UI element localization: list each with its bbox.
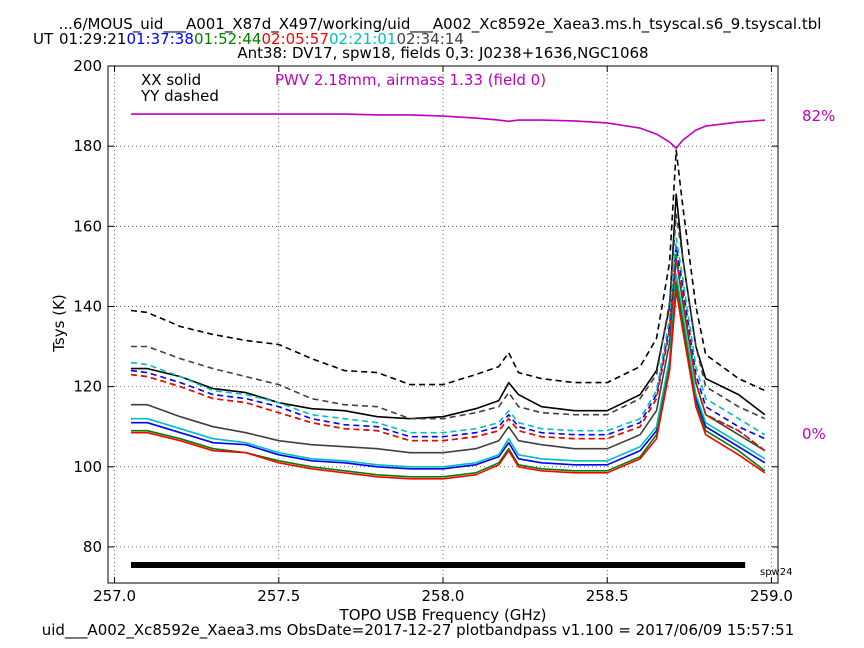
ut-time-0: 01:29:21: [59, 30, 126, 48]
series-line-2: [131, 257, 766, 454]
x-tick-label-0: 257.0: [93, 587, 136, 605]
y-axis-label: Tsys (K): [50, 294, 68, 353]
ut-time-3: 02:05:57: [262, 30, 329, 48]
ut-times: 01:29:21 01:37:38 01:52:44 02:05:57 02:21:01…: [59, 30, 464, 48]
pwv-bottom-label: 0%: [802, 425, 826, 443]
x-tick-label-1: 257.5: [257, 587, 300, 605]
x-tick-label-4: 259.0: [750, 587, 793, 605]
ut-time-2: 01:52:44: [194, 30, 261, 48]
y-tick-label-3: 140: [73, 297, 102, 315]
footer-text: uid___A002_Xc8592e_Xaea3.ms ObsDate=2017…: [42, 621, 795, 640]
y-tick-label-2: 120: [73, 378, 102, 396]
y-tick-label-5: 180: [73, 137, 102, 155]
series-line-12: [131, 113, 765, 149]
series-line-7: [130, 237, 766, 436]
ut-label: UT: [33, 30, 54, 48]
spw-label: spw24: [760, 567, 792, 578]
series-line-6: [131, 273, 766, 468]
series-line-3: [131, 213, 766, 420]
series-line-11: [130, 257, 766, 452]
ut-time-4: 02:21:01: [329, 30, 396, 48]
chart-subtitle: Ant38: DV17, spw18, fields 0,3: J0238+16…: [237, 44, 648, 62]
y-tick-label-0: 80: [83, 538, 102, 556]
series-line-8: [131, 281, 766, 478]
series-line-1: [130, 149, 766, 392]
axis-ticks: 257.0 257.5 258.0 258.5 259.0 80 100 120 140 160 1…: [73, 57, 793, 605]
series-lines: [130, 113, 766, 480]
legend-dashed: YY dashed: [140, 87, 219, 105]
grid: [108, 65, 778, 583]
ut-time-1: 01:37:38: [127, 30, 194, 48]
y-tick-label-1: 100: [73, 458, 102, 476]
series-line-10: [131, 289, 766, 480]
series-line-0: [131, 193, 766, 420]
y-tick-label-6: 200: [73, 57, 102, 75]
x-tick-label-2: 258.0: [422, 587, 465, 605]
x-axis-label: TOPO USB Frequency (GHz): [339, 606, 547, 624]
x-tick-label-3: 258.5: [586, 587, 629, 605]
y-tick-label-4: 160: [73, 217, 102, 235]
ut-time-5: 02:34:14: [397, 30, 464, 48]
series-line-5: [130, 245, 766, 440]
header-path: ...6/MOUS_uid___A001_X87d_X497/working/u…: [59, 15, 822, 34]
pwv-top-label: 82%: [802, 107, 835, 125]
legend-solid: XX solid: [141, 71, 201, 89]
pwv-label: PWV 2.18mm, airmass 1.33 (field 0): [275, 71, 546, 89]
plot-frame: [107, 65, 779, 584]
